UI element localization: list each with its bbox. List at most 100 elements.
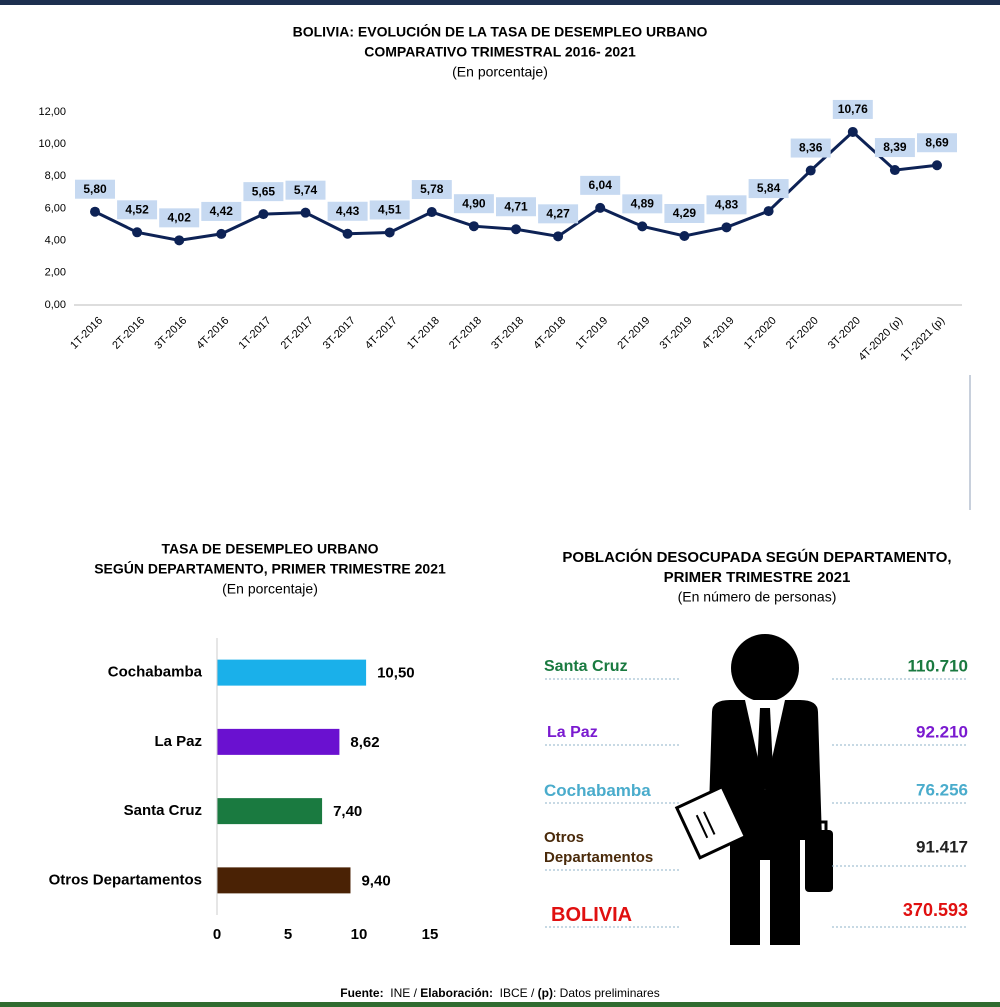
category-label: BOLIVIA — [551, 904, 633, 926]
data-label: 4,43 — [336, 204, 360, 218]
x-tick-label: 3T-2017 — [321, 315, 358, 352]
x-tick-label: 4T-2018 — [531, 315, 568, 352]
bar — [217, 659, 367, 686]
x-tick-label: 2T-2018 — [447, 315, 484, 352]
label-box — [453, 194, 494, 214]
data-point — [174, 235, 185, 246]
data-label: 4,02 — [168, 211, 192, 225]
label-box — [369, 200, 410, 220]
data-point — [426, 207, 437, 218]
chart-title: SEGÚN DEPARTAMENTO, PRIMER TRIMESTRE 202… — [94, 560, 446, 577]
data-label: 5,84 — [757, 181, 781, 195]
data-label: 10,50 — [377, 665, 415, 682]
data-label: 4,89 — [631, 197, 655, 211]
category-label: Santa Cruz — [544, 658, 628, 675]
label-box — [75, 179, 115, 199]
footer-part: Elaboración: — [420, 986, 493, 1000]
data-label: 8,69 — [925, 135, 949, 149]
x-tick-label: 15 — [422, 926, 439, 943]
label-box — [201, 201, 242, 221]
x-tick-label: 2T-2017 — [279, 315, 316, 352]
x-tick-label: 4T-2017 — [363, 315, 400, 352]
x-tick-label: 10 — [351, 926, 368, 943]
x-tick-label: 3T-2019 — [658, 315, 695, 352]
y-tick-label: 12,00 — [38, 106, 66, 118]
x-tick-label: 0 — [213, 926, 221, 943]
y-tick-label: Otros Departamentos — [49, 871, 202, 888]
chart-title: COMPARATIVO TRIMESTRAL 2016- 2021 — [364, 44, 636, 60]
data-point — [553, 231, 564, 242]
data-label: 4,29 — [673, 206, 697, 220]
data-label: 4,51 — [378, 203, 402, 217]
y-tick-label: Cochabamba — [108, 664, 203, 681]
label-box — [285, 180, 326, 200]
data-point — [511, 224, 521, 235]
x-tick-label: 3T-2020 — [826, 315, 863, 352]
data-point — [637, 221, 648, 232]
footer-part: Fuente: — [340, 986, 384, 1000]
data-label: 8,62 — [350, 734, 379, 751]
chart-subtitle: (En número de personas) — [678, 589, 837, 605]
chart-title: BOLIVIA: EVOLUCIÓN DE LA TASA DE DESEMPL… — [293, 23, 708, 40]
bar — [217, 728, 340, 755]
category-label: Cochabamba — [544, 781, 651, 800]
chart-title: POBLACIÓN DESOCUPADA SEGÚN DEPARTAMENTO, — [562, 548, 951, 566]
value-label: 370.593 — [903, 900, 968, 920]
label-box — [706, 195, 747, 215]
chart-title: PRIMER TRIMESTRE 2021 — [664, 569, 851, 586]
y-tick-label: La Paz — [154, 733, 202, 750]
value-label: 110.710 — [907, 656, 968, 675]
y-tick-label: 4,00 — [45, 235, 66, 247]
label-box — [622, 194, 663, 214]
data-label: 8,39 — [883, 140, 907, 154]
data-label: 4,90 — [462, 196, 486, 210]
y-tick-label: 0,00 — [45, 299, 66, 311]
bar — [217, 867, 351, 894]
label-box — [243, 182, 284, 202]
footer-part: (p) — [537, 986, 553, 1000]
data-point — [932, 160, 942, 171]
label-box — [580, 175, 621, 195]
value-label: 91.417 — [916, 837, 968, 856]
data-label: 8,36 — [799, 141, 823, 155]
footer-part: INE / — [383, 986, 421, 1000]
data-label: 5,74 — [294, 183, 318, 197]
label-box — [748, 179, 789, 199]
label-box — [411, 180, 452, 200]
x-tick-label: 2T-2020 — [784, 315, 821, 352]
top-bar — [0, 0, 1000, 5]
label-box — [664, 204, 705, 224]
data-point — [805, 165, 816, 176]
bottom-bar — [0, 1002, 1000, 1007]
data-label: 6,04 — [589, 178, 613, 192]
data-label: 7,40 — [333, 803, 362, 820]
category-label: La Paz — [547, 724, 598, 741]
y-tick-label: 8,00 — [45, 170, 66, 182]
label-box — [917, 133, 957, 153]
label-box — [327, 201, 368, 221]
x-tick-label: 2T-2019 — [615, 315, 652, 352]
value-label: 92.210 — [916, 722, 968, 741]
x-tick-label: 4T-2016 — [194, 315, 231, 352]
label-box — [496, 197, 536, 217]
data-point — [90, 206, 100, 217]
data-point — [468, 221, 479, 232]
data-label: 5,65 — [252, 184, 276, 198]
y-tick-label: Santa Cruz — [124, 802, 202, 819]
data-point — [300, 207, 311, 218]
data-point — [595, 202, 606, 213]
chart-subtitle: (En porcentaje) — [452, 64, 548, 80]
data-label: 5,80 — [83, 182, 107, 196]
label-box — [790, 138, 831, 158]
x-tick-label: 1T-2019 — [573, 315, 610, 352]
x-tick-label: 1T-2016 — [68, 315, 105, 352]
x-tick-label: 1T-2021 (p) — [898, 315, 947, 364]
data-point — [679, 231, 690, 242]
value-label: 76.256 — [916, 780, 968, 799]
x-tick-label: 3T-2018 — [489, 315, 526, 352]
data-label: 4,71 — [504, 199, 528, 213]
data-label: 4,52 — [125, 202, 149, 216]
x-tick-label: 1T-2020 — [742, 315, 779, 352]
